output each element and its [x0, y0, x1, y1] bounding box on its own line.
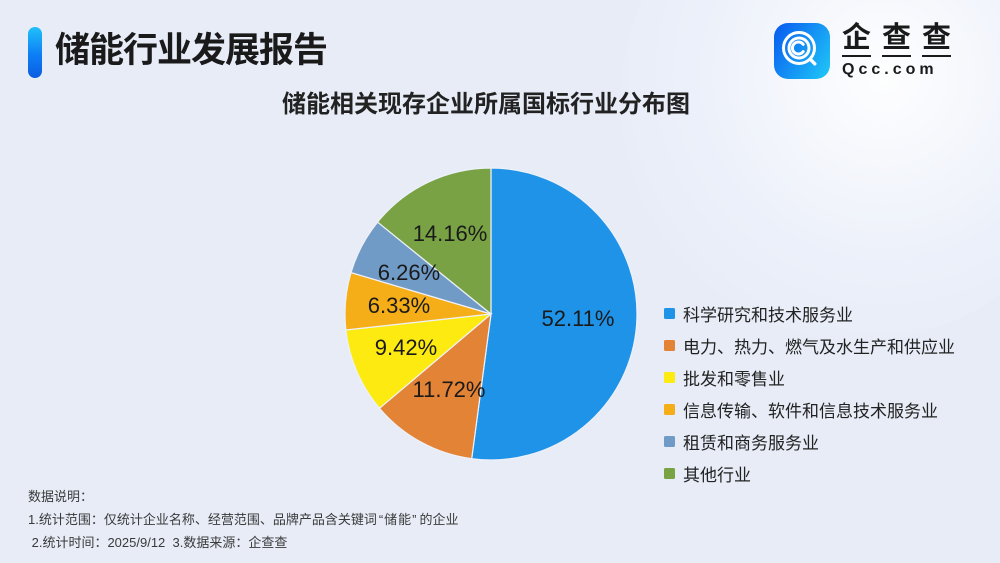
svg-text:14.16%: 14.16% [413, 221, 488, 246]
svg-text:52.11%: 52.11% [542, 306, 615, 331]
svg-text:6.26%: 6.26% [378, 260, 440, 285]
svg-text:9.42%: 9.42% [375, 335, 437, 360]
svg-text:6.33%: 6.33% [368, 293, 430, 318]
svg-text:11.72%: 11.72% [413, 377, 486, 402]
